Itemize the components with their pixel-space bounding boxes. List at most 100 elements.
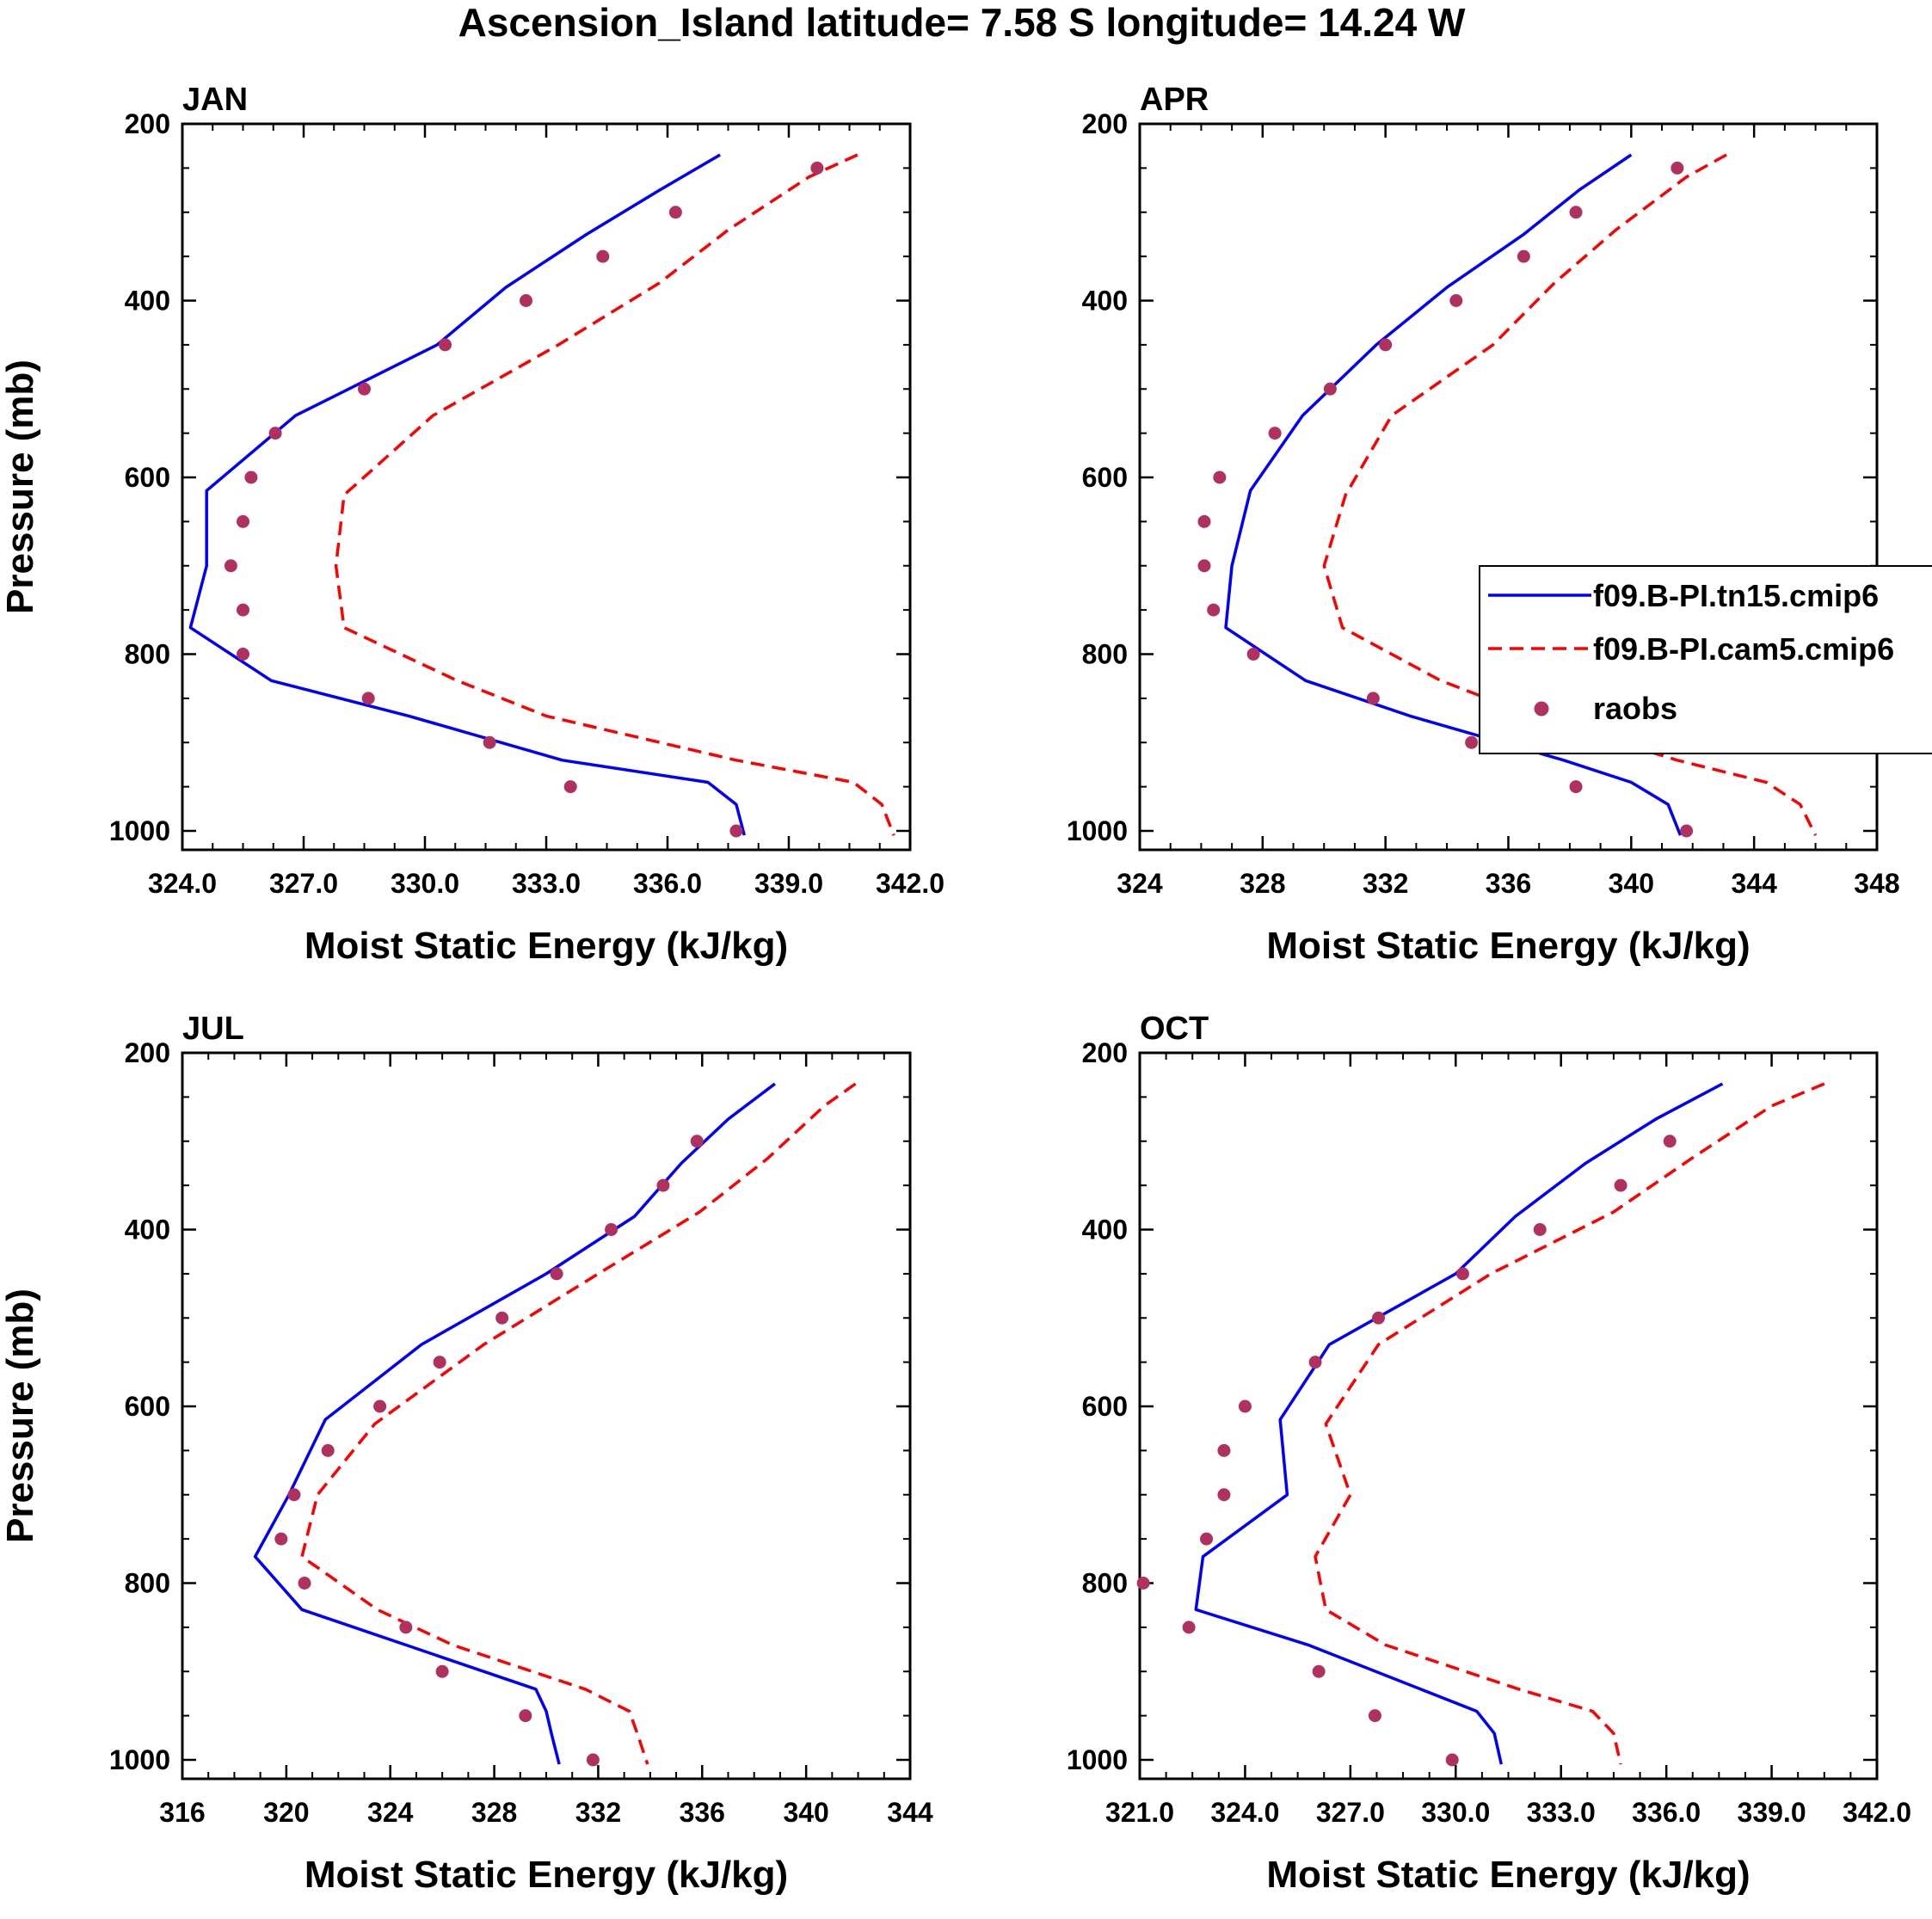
panel-apr-series-raobs-point — [1197, 514, 1211, 528]
panel-jul-xtick-label: 316 — [159, 1797, 205, 1828]
panel-oct-series-raobs-point — [1368, 1709, 1381, 1723]
panel-apr-title: APR — [1140, 82, 1209, 118]
panel-oct-frame — [1138, 1051, 1879, 1781]
panel-oct-xtick-label: 342.0 — [1843, 1797, 1911, 1828]
panel-apr-series-raobs-point — [1323, 382, 1337, 396]
panel-apr-ytick-label: 200 — [1082, 108, 1128, 139]
panel-jan-frame — [181, 122, 912, 852]
panel-jul-series-raobs-point — [399, 1621, 413, 1634]
panel-oct-series-raobs-point — [1533, 1223, 1547, 1236]
legend-box — [1479, 565, 1932, 754]
panel-apr-series-raobs-point — [1366, 692, 1380, 705]
panel-apr-xtick-label: 332 — [1363, 868, 1408, 899]
panel-jul-xtick-label: 324 — [367, 1797, 414, 1828]
legend-entry-raobs-marker — [1534, 701, 1549, 717]
panel-jul-series-raobs-point — [274, 1532, 288, 1546]
panel-jan-xtick-label: 342.0 — [876, 868, 944, 899]
panel-jan-series-raobs-point — [237, 648, 249, 661]
panel-oct-series-raobs-point — [1182, 1621, 1196, 1634]
panel-jan-series-raobs-point — [729, 824, 743, 838]
panel-apr-ytick-label: 400 — [1082, 286, 1128, 317]
panel-jan-series-raobs-point — [810, 161, 824, 175]
panel-jan-xtick-label: 336.0 — [633, 868, 702, 899]
panel-oct-title: OCT — [1140, 1011, 1209, 1047]
panel-jul-ytick-label: 600 — [125, 1391, 170, 1422]
panel-oct-series-raobs-point — [1445, 1753, 1459, 1767]
panel-apr-series-raobs-point — [1197, 559, 1211, 573]
panel-apr-series-raobs-point — [1207, 603, 1221, 617]
panel-jul-ytick-label: 1000 — [109, 1744, 170, 1775]
panel-oct-ytick-label: 200 — [1082, 1037, 1128, 1068]
panel-jan-series-cam5-line — [334, 153, 895, 836]
panel-jan-ytick-label: 800 — [125, 639, 170, 670]
panel-jan: JAN 324.0 327.0 330.0 333.0 336.0 339.0 342.0 20… — [0, 82, 944, 967]
panel-jan-ytick-label: 400 — [125, 286, 170, 317]
panel-jan-xtick-label: 324.0 — [148, 868, 217, 899]
panel-apr-series-raobs-point — [1569, 206, 1583, 219]
panel-jan-series-raobs-point — [520, 294, 532, 307]
legend-entry-cam5-label: f09.B-PI.cam5.cmip6 — [1593, 631, 1894, 667]
panel-jan-series-raobs-point — [244, 471, 258, 484]
panel-oct-series-raobs-point — [1372, 1311, 1386, 1325]
panel-apr-series-raobs-point — [1449, 294, 1463, 307]
panel-jan-ytick-label: 600 — [125, 462, 170, 493]
panel-oct-series-raobs-point — [1614, 1178, 1627, 1192]
panel-jul-series-raobs-point — [550, 1267, 563, 1281]
panel-jan-series-raobs-point — [563, 780, 577, 794]
panel-oct-series-raobs-point — [1136, 1577, 1150, 1590]
panel-jan-series-raobs-point — [224, 559, 237, 573]
panel-apr-series-raobs-point — [1379, 338, 1393, 352]
panel-oct-series-raobs-point — [1308, 1356, 1322, 1369]
panel-oct-ytick-label: 1000 — [1067, 1744, 1128, 1775]
panel-jan-series-raobs-point — [237, 514, 249, 528]
panel-oct-xtick-label: 333.0 — [1527, 1797, 1596, 1828]
panel-jul-ytick-label: 400 — [125, 1215, 170, 1246]
panel-jul-xlabel: Moist Static Energy (kJ/kg) — [305, 1854, 788, 1896]
panel-oct-series-raobs-point — [1200, 1532, 1214, 1546]
panel-jul-xtick-label: 332 — [575, 1797, 621, 1828]
panel-jan-series-tn15-line — [188, 153, 746, 836]
panel-jul-xtick-label: 340 — [783, 1797, 828, 1828]
panel-jul-series-raobs-point — [495, 1311, 509, 1325]
panel-jul-series-tn15-line — [253, 1082, 776, 1765]
panel-jul-xtick-label: 328 — [471, 1797, 517, 1828]
panel-oct-ytick-label: 400 — [1082, 1215, 1128, 1246]
figure-title: Ascension_Island latitude= 7.58 S longit… — [458, 0, 1466, 45]
panel-jul-series-raobs-point — [373, 1399, 387, 1413]
panel-oct-series-raobs-point — [1217, 1443, 1231, 1457]
panel-jan-xlabel: Moist Static Energy (kJ/kg) — [305, 925, 788, 967]
panel-apr-series-raobs-point — [1465, 735, 1479, 749]
panel-oct-series-raobs-point — [1217, 1488, 1231, 1502]
panel-jan-title: JAN — [182, 82, 248, 118]
panel-jan-xtick-label: 339.0 — [754, 868, 823, 899]
legend-entry-tn15-label: f09.B-PI.tn15.cmip6 — [1593, 578, 1879, 613]
panel-jan-ytick-label: 200 — [125, 108, 170, 139]
panel-jan-series-raobs-point — [483, 735, 496, 749]
panel-oct-series-raobs-point — [1455, 1267, 1469, 1281]
panel-jul-title: JUL — [182, 1011, 244, 1047]
panel-jul-series-raobs-point — [433, 1356, 446, 1369]
panel-apr-xtick-label: 340 — [1609, 868, 1654, 899]
panel-oct: OCT 321.0 324.0 327.0 330.0 333.0 336.0 339.0 34… — [1067, 1011, 1911, 1896]
panel-oct-series-raobs-point — [1312, 1664, 1326, 1678]
panel-jul-xtick-label: 336 — [680, 1797, 725, 1828]
panel-oct-series-cam5-line — [1314, 1082, 1825, 1765]
panel-jul-series-raobs-point — [287, 1488, 301, 1502]
panel-apr-ytick-label: 800 — [1082, 639, 1128, 670]
panel-jul-series-raobs-point — [656, 1178, 670, 1192]
panel-apr-xtick-label: 344 — [1731, 868, 1777, 899]
panel-apr-xtick-label: 348 — [1854, 868, 1899, 899]
panel-oct-xtick-label: 330.0 — [1421, 1797, 1490, 1828]
panel-jan-series-raobs-point — [668, 206, 682, 219]
panel-oct-xtick-label: 321.0 — [1105, 1797, 1174, 1828]
panel-jan-series-raobs-point — [268, 427, 282, 440]
panel-jul-ytick-label: 200 — [125, 1037, 170, 1068]
panels: JAN 324.0 327.0 330.0 333.0 336.0 339.0 342.0 20… — [0, 82, 1932, 1896]
panel-jan-series-raobs-point — [361, 692, 375, 705]
panel-jan-ylabel: Pressure (mb) — [0, 360, 41, 614]
legend-entry-raobs-label: raobs — [1593, 691, 1677, 726]
panel-jul-series-raobs-point — [586, 1753, 600, 1767]
panel-apr-series-raobs-point — [1569, 780, 1583, 794]
panel-apr-series-raobs-point — [1671, 161, 1684, 175]
panel-jul-series-raobs-point — [690, 1135, 704, 1148]
